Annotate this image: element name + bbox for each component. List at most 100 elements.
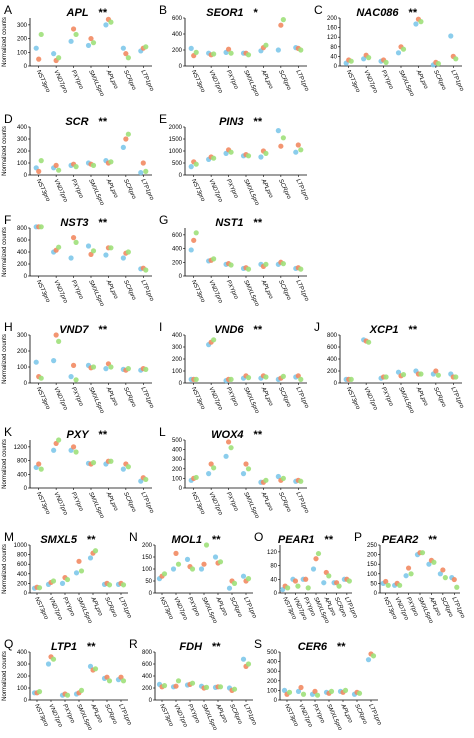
data-point-orange (76, 558, 82, 564)
data-point-green (418, 19, 424, 25)
category-label: SCRpro (277, 69, 292, 91)
y-tick-label: 200 (267, 679, 278, 685)
category-label: LTP1pro (242, 596, 257, 620)
gene-title: APL (66, 7, 89, 19)
y-tick-label: 400 (172, 448, 183, 454)
data-point-green (120, 678, 127, 684)
data-point-blue (413, 21, 419, 27)
data-point-blue (103, 366, 109, 372)
data-point-blue (275, 128, 281, 134)
y-tick-label: 0 (24, 274, 28, 280)
data-point-green (245, 266, 252, 272)
panel-letter: B (159, 3, 167, 17)
data-point-green (245, 52, 252, 58)
category-label: PXYpro (380, 386, 394, 408)
data-point-blue (33, 45, 39, 51)
data-point-blue (437, 571, 443, 577)
significance-stars: ** (428, 534, 437, 546)
data-point-orange (140, 160, 146, 166)
panel-e: E PIN3 ** 0 500 1000 1500 2000 NST3pro VND7pro PXY… (159, 112, 310, 207)
y-tick-label: 600 (17, 238, 28, 244)
data-point-orange (225, 439, 232, 445)
axis-lines (29, 127, 152, 176)
category-label: LTP1pro (294, 279, 309, 303)
data-point-green (193, 376, 199, 382)
data-point-orange (70, 362, 77, 368)
data-point-green (108, 364, 114, 370)
panel-letter: N (129, 530, 138, 544)
data-point-green (125, 55, 131, 61)
data-point-blue (120, 255, 126, 261)
data-point-green (245, 661, 252, 667)
data-point-orange (201, 561, 207, 567)
panel-letter: Q (4, 637, 13, 651)
y-tick-label: 200 (17, 262, 28, 268)
data-point-green (418, 371, 424, 377)
y-tick-label: 200 (327, 369, 338, 375)
data-point-orange (225, 46, 232, 52)
significance-stars: ** (99, 429, 108, 441)
panel-letter: A (4, 3, 12, 17)
category-label: APLpro (214, 702, 229, 724)
data-point-green (348, 58, 354, 64)
category-label: VND7pro (207, 178, 223, 204)
y-tick-label: 0 (24, 381, 28, 387)
category-label: VND7pro (47, 703, 63, 729)
panel-m: M SMXL5 ** 0 200 400 600 800 1000 NST3proVND7proP… (4, 530, 132, 625)
data-point-blue (103, 252, 109, 258)
category-label: LTP1pro (294, 386, 309, 410)
significance-stars: ** (87, 641, 96, 653)
y-tick-label: 500 (267, 650, 278, 656)
category-label: SMXL5pro (242, 178, 260, 207)
data-point-green (193, 474, 199, 481)
data-point-green (315, 550, 322, 557)
data-point-green (125, 366, 131, 372)
category-label: LTP1pro (367, 703, 382, 727)
gene-title: NAC086 (356, 7, 399, 19)
data-point-blue (240, 573, 247, 579)
category-label: SMXL5pro (397, 69, 415, 98)
data-point-blue (87, 555, 94, 561)
data-point-orange (243, 461, 249, 467)
category-label: VND7pro (207, 69, 223, 95)
data-point-green (193, 49, 199, 56)
category-label: PXYpro (70, 279, 84, 301)
category-label: APLpro (104, 177, 119, 199)
data-point-green (435, 372, 441, 378)
data-point-green (280, 261, 286, 267)
y-axis-label: Normalized counts (2, 227, 8, 277)
data-point-blue (240, 471, 247, 477)
data-point-green (442, 575, 448, 581)
data-point-green (419, 550, 426, 556)
y-tick-label: 800 (17, 226, 28, 232)
data-point-green (336, 583, 342, 589)
significance-stars: ** (212, 534, 221, 546)
significance-stars: ** (409, 324, 418, 336)
category-label: APLpro (259, 278, 274, 300)
data-point-blue (120, 45, 126, 51)
data-point-green (342, 687, 349, 694)
axis-lines (339, 18, 462, 67)
data-point-blue (120, 466, 126, 472)
data-point-green (211, 337, 217, 343)
category-label: LTP1pro (117, 703, 132, 727)
data-point-green (175, 678, 182, 684)
data-point-green (217, 684, 224, 690)
data-point-orange (405, 565, 412, 571)
category-label: PXYpro (61, 703, 75, 725)
y-tick-label: 800 (327, 333, 338, 339)
panel-letter: M (4, 530, 14, 544)
category-label: VND7pro (207, 279, 223, 305)
panel-c: C NAC086 ** 0 40 80 120 160 200 NST3pro VND7pro PXY… (314, 3, 465, 98)
data-point-blue (85, 42, 92, 49)
data-point-green (295, 583, 301, 589)
data-point-green (245, 375, 252, 381)
category-label: NST3pro (190, 178, 206, 203)
gene-title: SMXL5 (40, 534, 78, 546)
category-label: PXYpro (225, 386, 239, 408)
category-label: LTP1pro (294, 178, 309, 202)
y-tick-label: 40 (270, 577, 277, 583)
data-point-green (38, 158, 44, 164)
data-point-green (285, 585, 291, 591)
data-point-orange (70, 444, 77, 450)
